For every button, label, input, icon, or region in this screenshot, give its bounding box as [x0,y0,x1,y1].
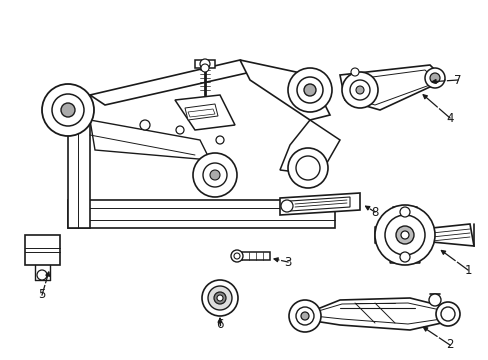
Polygon shape [90,120,209,160]
Polygon shape [240,60,329,120]
Polygon shape [305,303,447,324]
Polygon shape [280,120,339,175]
Circle shape [287,68,331,112]
Circle shape [203,163,226,187]
Text: 2: 2 [446,338,453,351]
Circle shape [288,300,320,332]
Polygon shape [184,104,218,120]
Circle shape [37,270,47,280]
Polygon shape [389,252,419,263]
Text: 7: 7 [453,73,461,86]
Circle shape [42,84,94,136]
Polygon shape [187,109,215,117]
Circle shape [400,231,408,239]
Circle shape [193,153,237,197]
Circle shape [428,294,440,306]
Circle shape [61,103,75,117]
Circle shape [216,136,224,144]
Polygon shape [90,60,260,105]
Polygon shape [374,224,389,246]
Text: 6: 6 [216,319,224,332]
Polygon shape [289,197,349,211]
Text: 1: 1 [463,264,471,276]
Text: 8: 8 [370,206,378,219]
Polygon shape [240,252,269,260]
Text: 5: 5 [38,288,45,302]
Circle shape [140,120,150,130]
Polygon shape [68,95,90,228]
Circle shape [296,77,323,103]
Polygon shape [431,224,473,246]
Polygon shape [349,70,437,105]
Circle shape [304,84,315,96]
Circle shape [399,207,409,217]
Circle shape [424,68,444,88]
Circle shape [209,170,220,180]
Polygon shape [339,65,444,110]
Circle shape [374,205,434,265]
Circle shape [295,307,313,325]
Polygon shape [294,298,454,330]
Circle shape [207,286,231,310]
Circle shape [217,295,223,301]
Circle shape [200,59,209,69]
Circle shape [230,250,243,262]
Circle shape [440,307,454,321]
Polygon shape [389,207,419,218]
Circle shape [395,226,413,244]
Polygon shape [25,235,60,265]
Polygon shape [280,193,359,215]
Circle shape [295,156,319,180]
Circle shape [435,302,459,326]
Circle shape [176,126,183,134]
Polygon shape [68,200,334,228]
Circle shape [341,72,377,108]
Circle shape [281,200,292,212]
Polygon shape [175,95,235,130]
Circle shape [214,292,225,304]
Circle shape [399,252,409,262]
Circle shape [429,73,439,83]
Circle shape [287,148,327,188]
Circle shape [52,94,84,126]
Circle shape [355,86,363,94]
Circle shape [349,80,369,100]
Circle shape [384,215,424,255]
Circle shape [202,280,238,316]
Circle shape [301,312,308,320]
Text: 4: 4 [446,112,453,125]
Text: 3: 3 [284,256,291,269]
Circle shape [350,68,358,76]
Circle shape [201,64,208,72]
Polygon shape [195,60,215,68]
Circle shape [234,253,240,259]
